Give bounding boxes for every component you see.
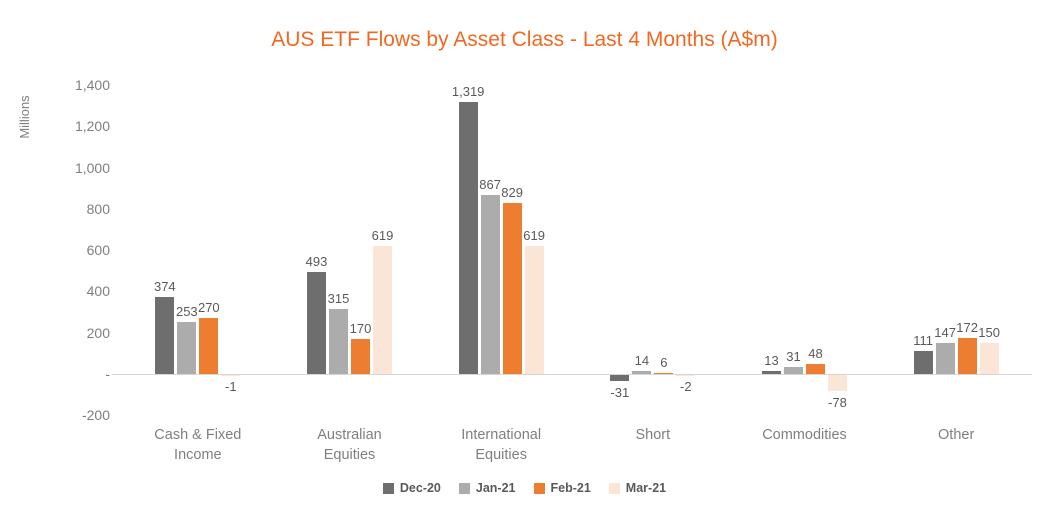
- y-axis-title: Millions: [17, 95, 32, 139]
- legend-label: Dec-20: [399, 481, 441, 495]
- bar-dec-20-0: [155, 296, 175, 374]
- legend-item-feb-21: Feb-21: [533, 481, 591, 495]
- bar-value-label: -2: [680, 379, 692, 395]
- legend-item-jan-21: Jan-21: [458, 481, 516, 495]
- x-category-label: Other: [938, 427, 975, 443]
- legend-item-mar-21: Mar-21: [608, 481, 667, 495]
- legend: Dec-20 Jan-21 Feb-21 Mar-21: [0, 478, 1049, 498]
- legend-label: Jan-21: [475, 481, 516, 495]
- plot-area: 374 253 270 -1 493 315 170 619 1,319 867 829 619 -31…: [112, 83, 1032, 415]
- y-axis: 1,400 1,200 1,000 800 600 400 200 - -200: [38, 77, 110, 423]
- chart-title: AUS ETF Flows by Asset Class - Last 4 Mo…: [271, 28, 778, 51]
- legend-label: Feb-21: [550, 481, 591, 495]
- bar-value-label: 829: [501, 184, 523, 200]
- y-tick-label: 400: [86, 283, 110, 300]
- y-tick-label: 600: [86, 242, 110, 258]
- bar-dec-20-2: [458, 101, 478, 374]
- x-category-label: Australian Equities: [317, 427, 382, 463]
- bar-feb-21-1: [351, 338, 370, 374]
- bar-dec-20-5: [913, 350, 933, 374]
- bar-value-label: 619: [371, 228, 394, 244]
- bar-jan-21-0: [177, 321, 197, 374]
- bar-mar-21-2: [524, 246, 544, 374]
- bar-feb-21-2: [502, 202, 522, 374]
- bar-jan-21-4: [784, 367, 803, 374]
- y-tick-label: 800: [86, 200, 110, 217]
- bar-feb-21-5: [957, 338, 977, 374]
- y-tick-label: 1,200: [74, 118, 110, 135]
- x-axis-line: [112, 373, 1032, 375]
- legend-item-dec-20: Dec-20: [382, 481, 441, 495]
- bar-mar-21-4: [828, 374, 847, 391]
- bar-value-label: 6: [660, 354, 668, 370]
- legend-swatch: [608, 482, 620, 494]
- y-tick-label: 1,000: [74, 159, 110, 176]
- bar-value-label: 111: [913, 332, 934, 348]
- x-axis-labels: Cash & Fixed Income Australian Equities In…: [122, 425, 1032, 469]
- bar-dec-20-3: [610, 374, 630, 382]
- bar-value-label: 13: [764, 353, 779, 369]
- bar-value-label: 172: [956, 320, 978, 336]
- bar-value-label: 493: [305, 254, 328, 270]
- x-category-label: Cash & Fixed Income: [154, 427, 242, 463]
- bar-value-label: 253: [175, 303, 198, 319]
- bar-value-label: 48: [808, 345, 823, 361]
- legend-swatch: [533, 482, 545, 494]
- bar-mar-21-1: [373, 246, 392, 374]
- bar-jan-21-1: [329, 308, 348, 374]
- x-category-label: International Equities: [461, 427, 542, 463]
- x-category-label: Commodities: [762, 427, 847, 443]
- bar-value-label: 31: [786, 349, 801, 365]
- bar-value-label: 1,319: [451, 83, 485, 99]
- bar-value-label: 14: [634, 352, 650, 368]
- bar-value-label: 619: [523, 228, 545, 244]
- bar-value-label: 867: [479, 176, 501, 192]
- y-tick-label: 1,400: [74, 77, 110, 93]
- bar-value-label: 170: [349, 320, 372, 336]
- bar-value-label: 150: [978, 324, 1000, 340]
- bar-value-label: -1: [225, 378, 237, 394]
- bar-mar-21-5: [979, 342, 999, 374]
- bar-value-label: 270: [197, 300, 220, 316]
- legend-swatch: [458, 482, 470, 494]
- bar-jan-21-3: [632, 370, 652, 374]
- bar-jan-21-2: [480, 194, 500, 374]
- bar-value-label: 147: [934, 325, 956, 341]
- bar-value-label: -78: [828, 394, 847, 410]
- legend-swatch: [382, 482, 394, 494]
- y-tick-label: -: [105, 365, 110, 382]
- bar-jan-21-5: [935, 343, 955, 374]
- legend-label: Mar-21: [625, 481, 667, 495]
- bar-feb-21-3: [654, 372, 674, 374]
- bar-value-label: -31: [610, 385, 630, 401]
- bar-dec-20-1: [307, 272, 326, 374]
- bar-dec-20-4: [762, 371, 781, 374]
- bar-value-label: 315: [327, 290, 350, 306]
- y-tick-label: -200: [81, 407, 110, 423]
- bar-value-label: 374: [153, 278, 176, 294]
- y-tick-label: 200: [86, 324, 110, 341]
- bar-feb-21-4: [806, 363, 825, 374]
- x-category-label: Short: [635, 427, 671, 443]
- bar-feb-21-0: [199, 318, 219, 374]
